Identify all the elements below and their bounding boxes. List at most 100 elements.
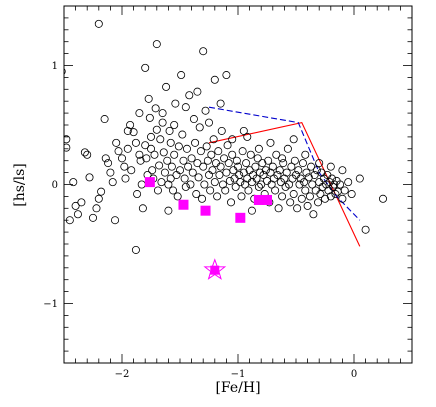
open-circle-point: [165, 126, 174, 135]
filled-square-point: [262, 194, 272, 205]
open-circle-point: [320, 194, 329, 203]
star-center-square: [210, 265, 220, 275]
open-circle-point: [164, 180, 173, 189]
open-circle-point: [331, 190, 340, 199]
open-circle-point: [178, 130, 187, 139]
open-circle-point: [153, 186, 162, 195]
open-circle-point: [259, 170, 268, 179]
open-circle-point: [290, 156, 299, 165]
open-circle-point: [106, 168, 115, 177]
open-circle-point: [243, 132, 252, 141]
open-circle-point: [135, 109, 144, 118]
open-circle-point: [327, 174, 336, 183]
open-circle-point: [174, 142, 183, 151]
open-circle-point: [114, 147, 123, 156]
open-circle-point: [289, 190, 298, 199]
open-circle-point: [193, 159, 202, 168]
open-circle-point: [297, 194, 306, 203]
open-circle-point: [136, 156, 145, 165]
open-circle-point: [181, 182, 190, 191]
open-circle-point: [158, 118, 167, 127]
open-circle-point: [94, 194, 103, 203]
open-circle-point: [308, 180, 317, 189]
open-circle-point: [283, 144, 292, 153]
open-circle-point: [279, 159, 288, 168]
open-circle-point: [244, 186, 253, 195]
y-tick-label: 1: [52, 61, 58, 72]
open-circle-point: [347, 190, 356, 199]
open-circle-point: [286, 198, 295, 207]
open-circle-point: [264, 156, 273, 165]
open-circle-point: [239, 168, 248, 177]
open-circle-point: [64, 68, 66, 75]
open-circle-point: [326, 162, 335, 171]
open-circle-point: [142, 154, 151, 163]
open-circle-point: [120, 162, 129, 171]
open-circle-point: [218, 180, 227, 189]
open-circle-point: [298, 159, 307, 168]
open-circle-point: [184, 162, 193, 171]
open-circle-point: [170, 121, 179, 130]
open-circle-point: [303, 201, 312, 210]
open-circle-point: [254, 182, 263, 191]
open-circle-point: [193, 87, 202, 96]
x-axis-label: [Fe/H]: [215, 380, 260, 396]
open-circle-point: [171, 99, 180, 108]
open-circle-point: [340, 186, 349, 195]
plot-frame: [63, 5, 413, 364]
y-tick-label: −1: [43, 299, 58, 310]
open-circle-point: [378, 194, 387, 203]
open-circle-point: [101, 154, 110, 163]
open-circle-point: [206, 186, 215, 195]
open-circle-point: [312, 166, 321, 175]
open-circle-point: [148, 166, 157, 175]
open-circle-point: [285, 180, 294, 189]
blue-dashed-line: [208, 106, 361, 221]
open-circle-point: [267, 180, 276, 189]
open-circle-point: [266, 168, 275, 177]
open-circle-point: [275, 166, 284, 175]
open-circle-point: [146, 132, 155, 141]
open-circle-point: [316, 190, 325, 199]
open-circle-point: [336, 180, 345, 189]
open-circle-point: [242, 159, 251, 168]
open-circle-point: [180, 174, 189, 183]
open-circle-point: [236, 178, 245, 187]
open-circle-point: [326, 192, 335, 201]
open-circle-point: [162, 82, 171, 91]
open-circle-point: [158, 109, 167, 118]
open-circle-point: [71, 201, 80, 210]
open-circle-point: [203, 156, 212, 165]
open-circle-point: [220, 154, 229, 163]
open-circle-point: [289, 135, 298, 144]
open-circle-point: [167, 162, 176, 171]
open-circle-point: [228, 150, 237, 159]
open-circle-point: [258, 159, 267, 168]
open-circle-point: [210, 178, 219, 187]
open-circle-point: [294, 166, 303, 175]
open-circle-point: [251, 162, 260, 171]
open-circle-point: [177, 71, 186, 80]
filled-square-point: [235, 212, 246, 223]
open-circle-point: [225, 176, 234, 185]
open-circle-point: [166, 174, 175, 183]
open-circle-point: [200, 180, 209, 189]
open-circle-point: [361, 225, 370, 234]
open-circle-point: [104, 159, 113, 168]
open-circle-point: [210, 75, 219, 84]
open-circle-point: [215, 170, 224, 179]
open-circle-point: [253, 154, 262, 163]
open-circle-point: [127, 166, 136, 175]
open-circle-point: [338, 194, 347, 203]
open-circle-point: [300, 178, 309, 187]
open-circle-point: [198, 194, 207, 203]
open-circle-point: [238, 147, 247, 156]
filled-square-point: [178, 199, 189, 210]
open-circle-point: [274, 204, 283, 213]
open-circle-point: [344, 178, 353, 187]
open-circle-point: [293, 204, 302, 213]
open-circle-point: [159, 148, 168, 157]
y-tick-label: 0: [52, 180, 58, 191]
open-circle-point: [223, 141, 232, 150]
